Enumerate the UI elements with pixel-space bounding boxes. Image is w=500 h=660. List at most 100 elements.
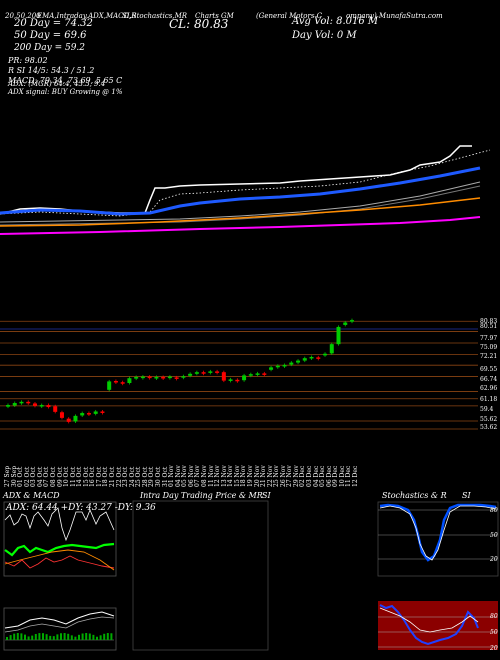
si-blue-line [379, 604, 479, 646]
macd-histogram-bar [63, 633, 66, 640]
macd-panel-frame [3, 607, 117, 651]
price-axis-label: 72.21 [480, 353, 498, 360]
price-axis-label: 61.18 [480, 396, 498, 403]
header-company-2: ompany) MunafaSutra.com [346, 12, 443, 20]
candle-body [73, 415, 78, 422]
macd-histogram-bar [106, 633, 109, 640]
candle-body [255, 373, 260, 375]
stoch-level-20: 20 [490, 556, 498, 563]
candle-body [188, 373, 193, 376]
date-axis-label: 08 Nov [200, 465, 208, 487]
adx-values: ADX: 64.44 +DY: 43.27 -DY: 9.36 [6, 503, 156, 513]
candle-body [39, 405, 44, 407]
candle-body [336, 326, 341, 345]
si-level-50: 50 [490, 629, 498, 636]
ma50-line [0, 197, 481, 227]
si-level-80: 80 [490, 613, 498, 620]
macd-label: MACD: 79.34, 73.69, 5.65 C [8, 76, 123, 85]
candle-body [201, 372, 206, 374]
price-axis-label: 80.51 [480, 323, 498, 330]
candle-body [208, 371, 213, 373]
r-si-label: R SI 14/5: 54.3 / 51.2 [8, 66, 95, 75]
macd-histogram-bar [110, 633, 113, 640]
close-price: CL: 80.83 [169, 17, 229, 31]
candle-body [32, 403, 37, 406]
macd-histogram-bar [88, 633, 91, 640]
macd-signal-line [4, 616, 115, 633]
date-axis-label: 12 Dec [352, 465, 359, 487]
macd-histogram-bar [34, 633, 37, 640]
candle-body [221, 372, 226, 381]
candle-body [167, 376, 172, 379]
candle-body [316, 357, 321, 359]
candle-body [343, 322, 348, 325]
macd-histogram-bar [24, 634, 26, 640]
candle-body [296, 360, 301, 363]
date-axis-label: 21 Oct [109, 466, 117, 487]
candle-body [120, 382, 125, 384]
candle-body [275, 365, 280, 368]
macd-histogram-bar [103, 633, 106, 640]
ma-grey-line-1 [0, 181, 481, 223]
candle-body [46, 405, 51, 408]
candle-body [242, 375, 247, 381]
candle-body [350, 320, 354, 322]
macd-histogram-bar [16, 633, 19, 640]
candle-body [194, 372, 199, 374]
macd-white-line [4, 611, 115, 629]
price-axis-label: 66.74 [480, 376, 498, 383]
candle-body [113, 381, 118, 383]
candle-body [161, 377, 166, 379]
candle-body [262, 373, 267, 375]
header-ma-list: 20,50,200 [5, 12, 41, 20]
macd-histogram-bar [38, 633, 41, 640]
candle-body [80, 413, 85, 416]
price-line [0, 145, 472, 215]
si-level-20: 20 [490, 645, 498, 652]
candle-body [289, 362, 294, 365]
ma50-label: 50 Day = 69.6 [14, 30, 87, 41]
candle-body [228, 379, 233, 381]
candle-body [309, 356, 314, 359]
stoch-d-line [379, 505, 497, 561]
candle-body [302, 358, 307, 361]
macd-histogram-bar [13, 633, 16, 640]
stochastics-si-title: SI [462, 491, 471, 500]
header-chart-name: Charts GM [195, 12, 234, 20]
ma200-label: 200 Day = 59.2 [14, 43, 86, 53]
ma20-label: 20 Day = 74.32 [14, 18, 93, 29]
candle-body [12, 403, 17, 406]
candle-body [26, 401, 31, 404]
candle-body [134, 377, 139, 379]
macd-histogram-bar [6, 637, 8, 640]
price-axis-label: 69.55 [480, 366, 498, 373]
intraday-si-title: SI [262, 491, 271, 500]
adx-macd-title: ADX & MACD [3, 491, 60, 500]
macd-histogram-bar [45, 634, 48, 640]
macd-histogram-bar [20, 633, 23, 640]
candle-body [235, 379, 240, 382]
macd-histogram-bar [9, 635, 12, 640]
si-white-line [379, 607, 479, 633]
macd-histogram-bar [52, 636, 55, 640]
price-axis-label: 75.09 [480, 344, 498, 351]
adx-orange-line [4, 549, 115, 571]
date-axis-label: 21 Nov [260, 465, 268, 487]
date-axis-label: 08 Oct [49, 466, 57, 487]
header-indicators: EMA,Intraday,ADX,MACD,R [37, 12, 137, 20]
macd-histogram-bar [96, 636, 98, 640]
macd-histogram-bar [85, 633, 88, 640]
macd-histogram-bar [49, 635, 52, 640]
candle-body [147, 376, 152, 379]
header-si: SI,Stochastics,MR [122, 12, 188, 20]
stochastics-title: Stochastics & R [382, 491, 447, 500]
stochastics-panel-frame [377, 501, 499, 577]
candle-body [323, 353, 328, 356]
candle-body [329, 344, 334, 354]
date-axis-label: 19 Nov [246, 465, 254, 487]
avg-volume: Avg Vol: 8.016 M [292, 16, 379, 27]
price-axis-label: 59.4 [480, 406, 494, 413]
candle-body [66, 418, 71, 422]
candle-body [6, 405, 10, 407]
